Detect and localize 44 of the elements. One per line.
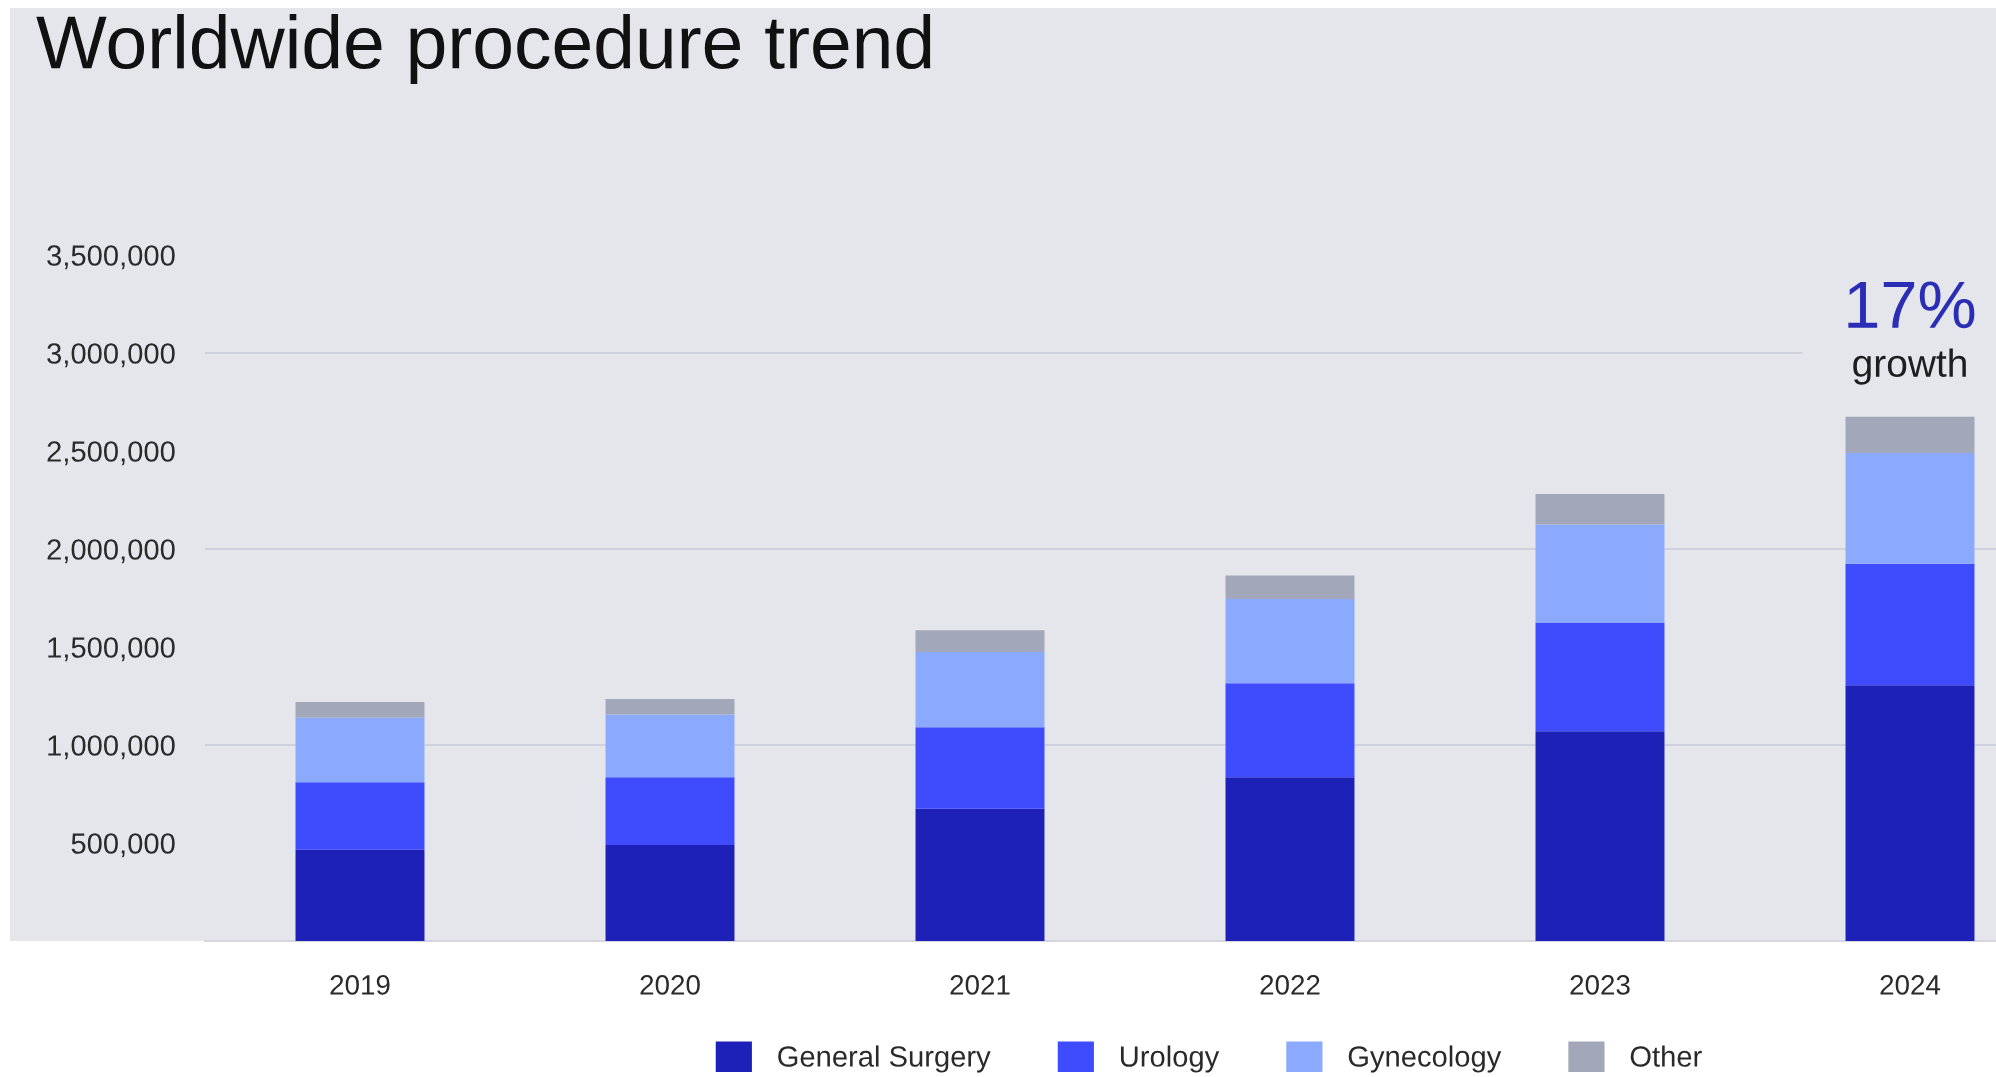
x-tick-label: 2022 <box>1260 975 1320 995</box>
bar <box>1225 777 1355 941</box>
y-tick-label: 500,000 <box>71 833 175 858</box>
bar <box>1225 683 1355 778</box>
chart-title: Worldwide procedure trend <box>36 14 931 84</box>
bar <box>605 844 735 941</box>
y-tick-label: 3,000,000 <box>47 343 175 368</box>
bar <box>605 777 735 845</box>
bar <box>1845 563 1975 686</box>
bar <box>915 651 1045 728</box>
annotation: 17% <box>1848 281 1975 329</box>
legend-label: Gynecology <box>1348 1045 1502 1073</box>
bar <box>1535 494 1665 525</box>
x-tick-label: 2021 <box>950 975 1010 995</box>
y-tick-label: 3,500,000 <box>47 245 175 270</box>
x-tick-label: 2020 <box>640 975 700 995</box>
bar <box>295 701 425 718</box>
bar <box>1535 524 1665 623</box>
legend-label: Other <box>1630 1045 1702 1067</box>
y-tick-label: 2,000,000 <box>47 539 175 564</box>
bar <box>605 698 735 715</box>
bar <box>915 727 1045 809</box>
legend-label: General Surgery <box>778 1045 991 1073</box>
bar <box>295 717 425 783</box>
bar <box>1535 731 1665 941</box>
x-tick-label: 2024 <box>1880 975 1941 995</box>
bar <box>915 630 1045 652</box>
bar <box>1845 416 1975 453</box>
annotation: growth <box>1853 348 1966 385</box>
bar <box>1225 575 1355 599</box>
bar <box>295 782 425 850</box>
bar <box>915 808 1045 941</box>
bar <box>295 849 425 941</box>
y-tick-label: 1,500,000 <box>48 637 175 662</box>
bar <box>605 714 735 778</box>
y-tick-label: 1,000,000 <box>48 735 175 760</box>
bar <box>1535 622 1665 732</box>
x-tick-label: 2023 <box>1570 975 1630 995</box>
bar <box>1225 598 1355 684</box>
y-tick-label: 2,500,000 <box>47 441 175 466</box>
legend-label: Urology <box>1120 1045 1220 1073</box>
x-tick-label: 2019 <box>330 975 390 995</box>
bar <box>1845 685 1975 941</box>
bar <box>1845 452 1975 564</box>
